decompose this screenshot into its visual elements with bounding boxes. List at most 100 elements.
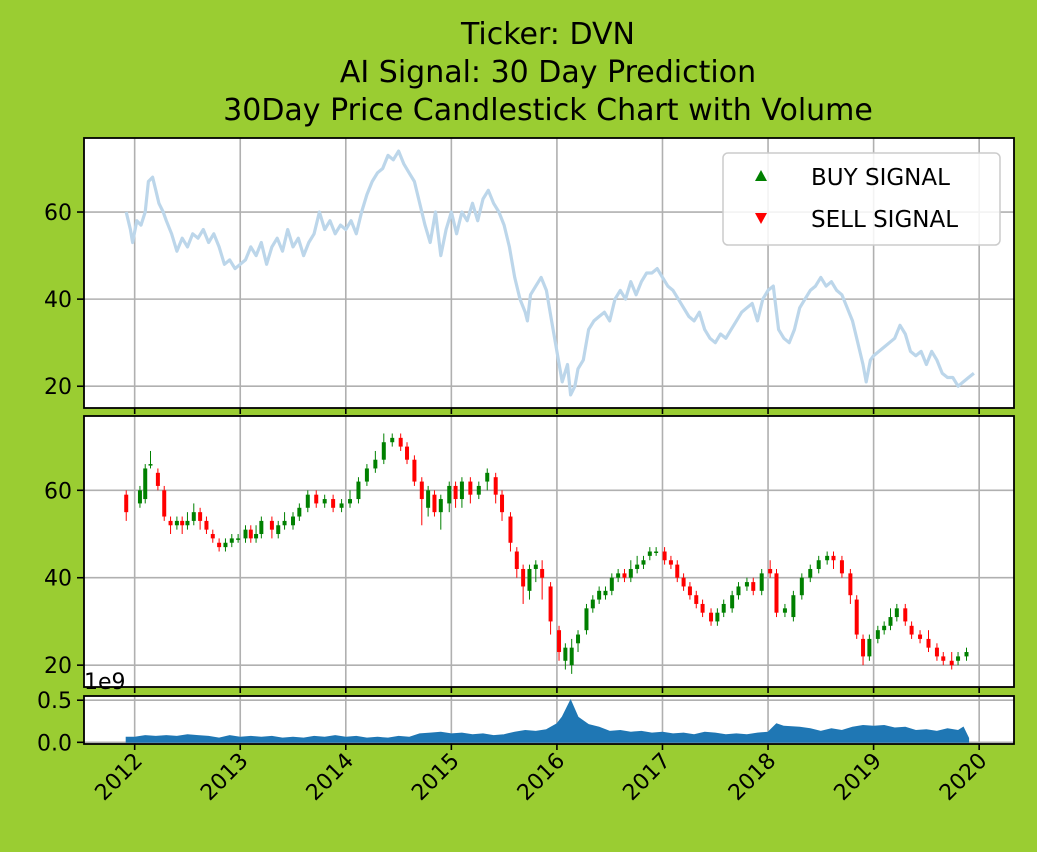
candle-body-12 <box>204 521 208 530</box>
candle-body-53 <box>508 517 512 543</box>
candle-body-115 <box>950 661 954 665</box>
candle-body-108 <box>895 608 899 617</box>
xtick-label-2017: 2017 <box>618 749 675 806</box>
candle-body-80 <box>688 586 692 595</box>
candle-body-40 <box>412 460 416 482</box>
candle-body-43 <box>432 495 436 512</box>
candle-body-50 <box>485 473 489 482</box>
candle-body-101 <box>848 573 852 595</box>
candle-body-71 <box>629 569 633 578</box>
candle-body-13 <box>211 534 215 538</box>
candle-body-82 <box>701 604 705 613</box>
candle-body-73 <box>641 560 645 564</box>
xtick-label-2016: 2016 <box>513 749 570 806</box>
candle-body-85 <box>722 604 726 613</box>
candle-body-55 <box>521 569 525 586</box>
candle-body-65 <box>591 600 595 609</box>
volume-offset-label: 1e9 <box>84 670 126 695</box>
candle-body-69 <box>616 573 620 577</box>
candle-body-66 <box>597 591 601 600</box>
candle-body-67 <box>603 591 607 595</box>
candle-body-87 <box>736 586 740 595</box>
candle-body-105 <box>876 630 880 639</box>
candle-body-3 <box>149 464 153 466</box>
candle-body-93 <box>783 608 787 612</box>
candle-5 <box>162 486 166 521</box>
candle-body-60 <box>557 630 561 652</box>
candle-body-89 <box>751 582 755 591</box>
candle-body-19 <box>249 530 253 539</box>
candle-body-46 <box>454 486 458 499</box>
candle-body-22 <box>270 521 274 530</box>
candle-64 <box>584 604 588 635</box>
price-ytick-label-2: 60 <box>44 201 72 226</box>
xtick-label-2013: 2013 <box>196 749 253 806</box>
candle-body-81 <box>694 595 698 604</box>
candle-body-20 <box>254 534 258 538</box>
candle-body-77 <box>669 560 673 564</box>
volume-ytick-label-1: 0.5 <box>37 689 72 714</box>
candle-body-23 <box>276 525 280 534</box>
candle-body-34 <box>365 468 369 481</box>
candle-body-102 <box>855 600 859 635</box>
candle-body-25 <box>291 517 295 526</box>
candle-body-8 <box>180 521 184 525</box>
candle-body-33 <box>356 482 360 499</box>
candle-body-47 <box>460 482 464 499</box>
candle-2 <box>143 464 147 503</box>
candle-body-68 <box>610 578 614 591</box>
candle-body-78 <box>675 565 679 578</box>
candle-body-37 <box>390 438 394 442</box>
candle-body-88 <box>745 582 749 586</box>
candle-body-99 <box>831 556 835 560</box>
candle-body-100 <box>840 560 844 573</box>
candle-body-52 <box>500 495 504 512</box>
candle-body-27 <box>306 495 310 508</box>
legend-label-1: SELL SIGNAL <box>811 207 958 233</box>
candle-body-10 <box>192 512 196 521</box>
candle-body-112 <box>926 639 930 648</box>
candle-body-98 <box>825 556 829 560</box>
candle-body-14 <box>217 543 221 547</box>
candle-body-1 <box>138 490 142 503</box>
candle-body-24 <box>283 521 287 525</box>
candle-body-94 <box>791 595 795 617</box>
legend-label-0: BUY SIGNAL <box>811 165 950 191</box>
candle-body-56 <box>527 569 531 591</box>
candle-body-95 <box>800 578 804 595</box>
candle-body-7 <box>175 521 179 525</box>
candle-body-38 <box>399 438 403 447</box>
candle-body-75 <box>654 552 658 554</box>
xtick-label-2012: 2012 <box>91 749 148 806</box>
candle-body-58 <box>540 569 544 578</box>
candle-body-0 <box>124 495 128 512</box>
xtick-label-2014: 2014 <box>302 749 359 806</box>
candle-body-4 <box>156 473 160 486</box>
candle-body-63 <box>576 635 580 644</box>
candle-body-57 <box>534 565 538 569</box>
xtick-label-2018: 2018 <box>724 749 781 806</box>
candle-body-106 <box>882 626 886 630</box>
candle-body-51 <box>494 477 498 494</box>
candle-body-32 <box>348 499 352 503</box>
candle-body-9 <box>185 521 189 525</box>
candle-body-49 <box>477 486 481 495</box>
candle-body-110 <box>910 626 914 635</box>
candle-body-30 <box>331 499 335 508</box>
candle-body-31 <box>340 503 344 507</box>
candle-body-62 <box>570 648 574 665</box>
candle-ytick-label-1: 40 <box>44 567 72 592</box>
candle-body-104 <box>867 639 871 656</box>
candle-body-5 <box>162 490 166 516</box>
candle-body-70 <box>622 573 626 577</box>
candle-102 <box>855 595 859 639</box>
candle-body-21 <box>259 521 263 534</box>
candle-92 <box>774 569 778 617</box>
candle-body-17 <box>236 538 240 540</box>
candle-body-45 <box>447 486 451 503</box>
candle-ytick-label-2: 60 <box>44 479 72 504</box>
candle-body-91 <box>768 569 772 573</box>
candle-body-107 <box>888 617 892 626</box>
